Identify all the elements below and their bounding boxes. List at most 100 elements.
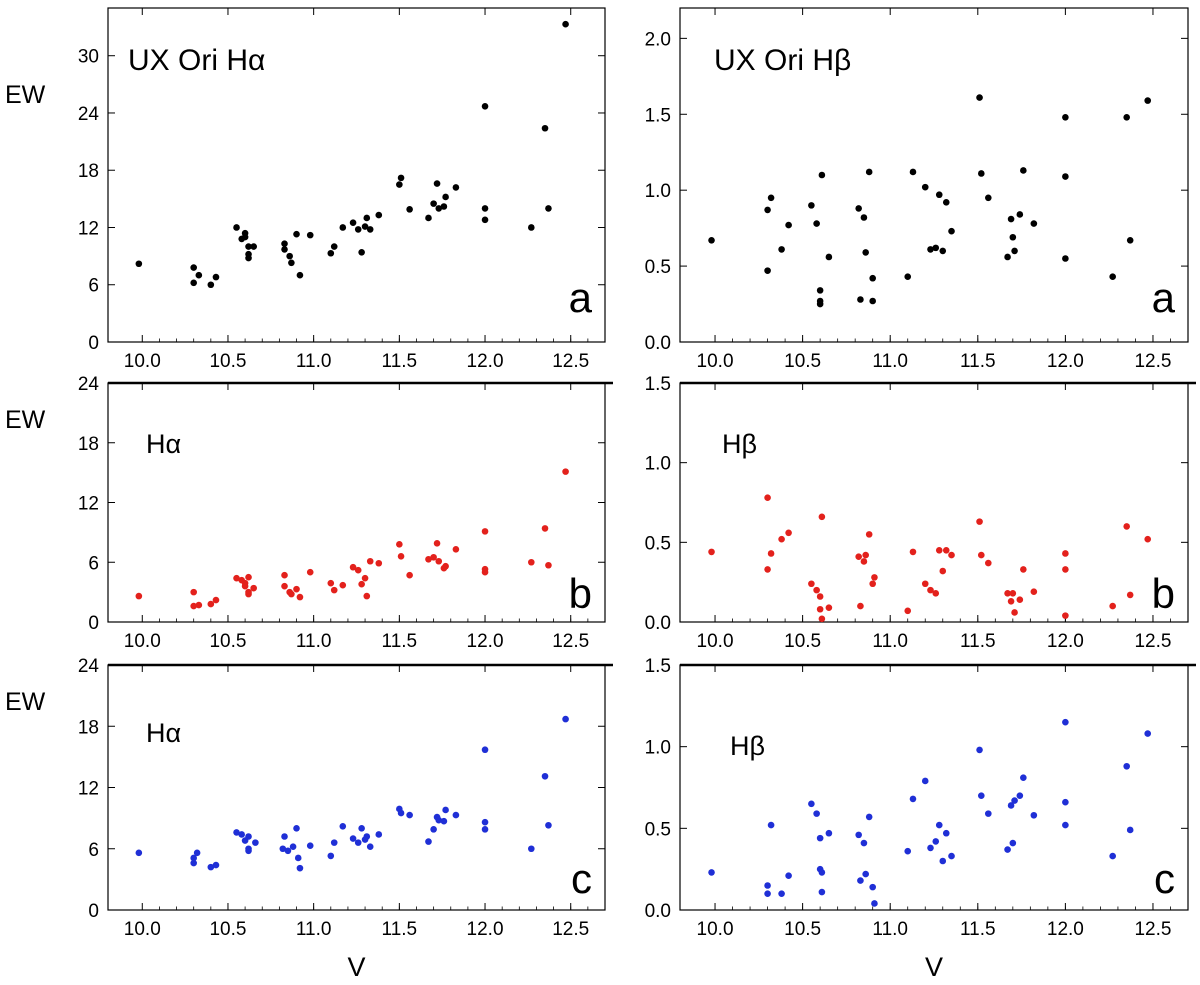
data-point	[281, 833, 288, 840]
data-point	[857, 602, 864, 610]
data-point	[977, 792, 985, 799]
data-point	[293, 825, 300, 832]
data-point	[528, 224, 535, 231]
data-point	[250, 243, 257, 250]
data-point	[135, 849, 143, 857]
data-point	[433, 540, 441, 547]
data-point	[245, 833, 252, 840]
data-point	[1016, 596, 1024, 603]
data-point	[190, 602, 197, 610]
data-point	[1011, 609, 1018, 616]
data-point	[708, 548, 715, 556]
data-point	[562, 20, 569, 28]
data-point	[1011, 797, 1018, 804]
y-tick-label: 0.5	[645, 533, 671, 554]
data-point	[869, 297, 876, 305]
data-point	[808, 202, 815, 209]
data-point	[545, 561, 552, 569]
data-point	[816, 605, 824, 613]
data-point	[1126, 236, 1134, 244]
data-point	[1007, 215, 1015, 223]
data-point	[976, 94, 983, 101]
data-point	[857, 296, 864, 303]
data-point	[358, 248, 365, 256]
data-point	[425, 555, 432, 563]
data-point	[948, 551, 955, 559]
data-point	[1062, 566, 1069, 573]
data-point	[1123, 523, 1130, 530]
plot-frame	[679, 7, 1189, 343]
data-point	[904, 847, 912, 855]
data-point	[1030, 220, 1038, 227]
data-point	[935, 547, 943, 554]
data-point	[778, 246, 785, 253]
data-point	[481, 818, 489, 826]
data-point	[869, 274, 876, 282]
data-point	[406, 206, 413, 213]
data-point	[207, 600, 215, 608]
y-tick-label: 18	[78, 434, 99, 455]
y-tick-label: 1.5	[645, 656, 671, 677]
data-point	[1011, 247, 1018, 255]
y-tick-label: 1.5	[645, 374, 671, 395]
data-point	[1126, 591, 1134, 599]
data-point	[927, 246, 934, 253]
x-tick-label: 11.5	[960, 919, 996, 940]
data-point	[195, 601, 203, 609]
data-point	[363, 592, 371, 600]
data-point	[813, 220, 820, 227]
data-point	[296, 864, 304, 872]
data-point	[349, 219, 357, 227]
data-point	[1109, 852, 1116, 860]
y-tick-label: 1.0	[645, 181, 671, 202]
data-point	[541, 525, 549, 532]
data-point	[816, 287, 824, 294]
data-point	[366, 557, 374, 565]
x-tick-label: 11.5	[960, 351, 996, 372]
data-point	[855, 205, 862, 212]
x-tick-label: 10.5	[784, 631, 821, 652]
data-point	[976, 746, 983, 754]
data-point	[985, 194, 992, 202]
data-point	[366, 226, 374, 233]
data-point	[396, 541, 403, 548]
x-tick-label: 10.5	[784, 351, 821, 372]
y-tick-label: 2.0	[645, 29, 671, 50]
data-point	[245, 573, 252, 581]
data-point	[193, 849, 201, 857]
data-point	[708, 869, 715, 876]
data-point	[942, 547, 950, 554]
data-point	[764, 882, 771, 889]
y-tick-label: 0.5	[645, 819, 671, 840]
data-point	[921, 183, 929, 191]
data-point	[442, 562, 449, 570]
data-point	[1062, 612, 1069, 619]
data-point	[238, 831, 245, 838]
x-tick-label: 11.0	[296, 631, 332, 652]
data-point	[785, 221, 792, 229]
y-tick-label: 24	[78, 104, 100, 125]
data-point	[855, 553, 862, 560]
y-tick-label: 18	[78, 717, 99, 738]
y-tick-label: 6	[88, 840, 99, 861]
data-point	[545, 821, 552, 829]
y-tick-label: 1.5	[645, 105, 671, 126]
data-point	[939, 567, 947, 575]
data-point	[281, 582, 288, 590]
x-tick-label: 12.5	[552, 919, 589, 940]
data-point	[481, 568, 489, 576]
data-point	[976, 518, 983, 525]
x-tick-label: 12.0	[467, 631, 504, 652]
y-tick-label: 30	[78, 47, 99, 68]
data-point	[808, 580, 815, 588]
x-tick-label: 11.0	[872, 919, 908, 940]
data-point	[190, 279, 197, 287]
data-point	[425, 838, 432, 845]
data-point	[904, 273, 912, 281]
data-point	[948, 227, 955, 235]
x-tick-label: 10.0	[124, 631, 161, 652]
data-point	[939, 247, 947, 255]
data-point	[452, 184, 460, 191]
data-point	[932, 838, 940, 845]
